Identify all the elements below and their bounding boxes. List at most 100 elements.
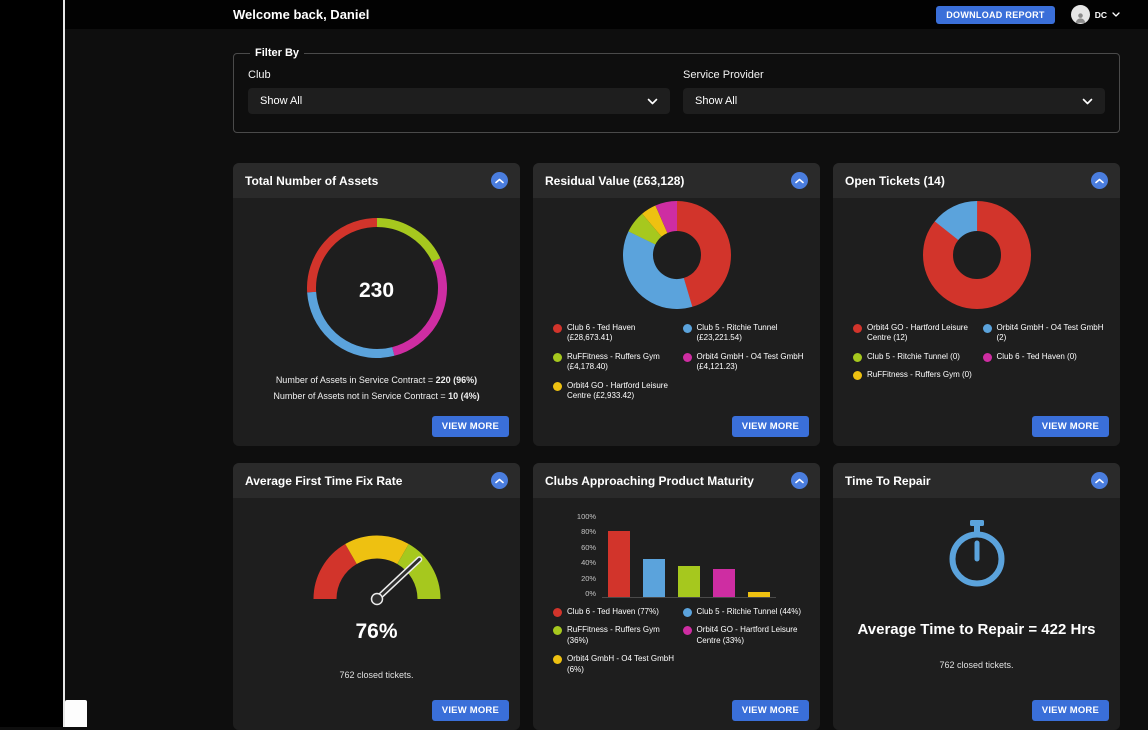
chevron-up-icon: [495, 178, 504, 184]
maturity-bar-chart: 100%80%60%40%20%0%: [577, 512, 776, 598]
legend-color-dot: [683, 324, 692, 333]
assets-stat-line: Number of Assets in Service Contract = 2…: [273, 373, 479, 389]
view-more-button[interactable]: VIEW MORE: [432, 416, 509, 437]
residual-legend: Club 6 - Ted Haven (£28,673.41) Club 5 - …: [533, 323, 820, 401]
y-axis: 100%80%60%40%20%0%: [577, 512, 602, 598]
legend-item: RuFFitness - Ruffers Gym (36%): [553, 625, 679, 646]
legend-item: Club 5 - Ritchie Tunnel (44%): [683, 607, 809, 617]
repair-headline: Average Time to Repair = 422 Hrs: [857, 621, 1095, 638]
legend-label: Orbit4 GmbH - O4 Test GmbH (2): [997, 323, 1109, 344]
legend-label: RuFFitness - Ruffers Gym (0): [867, 370, 972, 380]
legend-color-dot: [553, 353, 562, 362]
plot-area: [602, 512, 776, 598]
collapse-button[interactable]: [1091, 172, 1108, 189]
legend-item: Club 6 - Ted Haven (£28,673.41): [553, 323, 679, 344]
legend-label: Club 6 - Ted Haven (77%): [567, 607, 659, 617]
donut-svg: [923, 201, 1031, 309]
legend-label: Club 5 - Ritchie Tunnel (44%): [697, 607, 802, 617]
y-axis-tick: 60%: [581, 543, 596, 552]
user-menu[interactable]: DC: [1071, 5, 1120, 24]
collapse-button[interactable]: [491, 172, 508, 189]
view-more-button[interactable]: VIEW MORE: [432, 700, 509, 721]
tickets-legend: Orbit4 GO - Hartford Leisure Centre (12)…: [833, 323, 1120, 381]
legend-label: Club 6 - Ted Haven (£28,673.41): [567, 323, 679, 344]
card-total-assets: Total Number of Assets 230 Number of Ass…: [233, 163, 520, 446]
card-time-to-repair: Time To Repair Average Time to Re: [833, 463, 1120, 730]
y-axis-tick: 20%: [581, 574, 596, 583]
bar: [713, 569, 735, 597]
assets-total-value: 230: [307, 218, 447, 363]
card-first-time-fix-rate: Average First Time Fix Rate 76% 762 clos…: [233, 463, 520, 730]
legend-label: Club 5 - Ritchie Tunnel (0): [867, 352, 960, 362]
filter-legend: Filter By: [250, 47, 304, 59]
legend-item: Club 5 - Ritchie Tunnel (£23,221.54): [683, 323, 809, 344]
fix-rate-gauge-chart: [297, 511, 457, 614]
club-label: Club: [248, 69, 670, 81]
legend-item: Orbit4 GO - Hartford Leisure Centre (12): [853, 323, 979, 344]
download-report-button[interactable]: DOWNLOAD REPORT: [936, 6, 1055, 24]
gauge-svg: [297, 511, 457, 609]
service-provider-select-value: Show All: [695, 95, 737, 107]
legend-color-dot: [853, 324, 862, 333]
card-title: Clubs Approaching Product Maturity: [545, 474, 754, 488]
y-axis-tick: 0%: [585, 589, 596, 598]
legend-item: Club 6 - Ted Haven (77%): [553, 607, 679, 617]
collapse-button[interactable]: [491, 472, 508, 489]
stopwatch-icon: [945, 520, 1009, 593]
legend-label: Orbit4 GO - Hartford Leisure Centre (33%…: [697, 625, 809, 646]
legend-color-dot: [853, 371, 862, 380]
user-initials: DC: [1095, 10, 1107, 20]
legend-item: Club 5 - Ritchie Tunnel (0): [853, 352, 979, 362]
legend-item: Club 6 - Ted Haven (0): [983, 352, 1109, 362]
collapse-button[interactable]: [791, 472, 808, 489]
legend-label: Orbit4 GmbH - O4 Test GmbH (6%): [567, 654, 679, 675]
legend-color-dot: [553, 324, 562, 333]
legend-label: Club 5 - Ritchie Tunnel (£23,221.54): [697, 323, 809, 344]
legend-color-dot: [983, 324, 992, 333]
service-provider-label: Service Provider: [683, 69, 1105, 81]
card-title: Residual Value (£63,128): [545, 174, 684, 188]
legend-item: Orbit4 GmbH - O4 Test GmbH (6%): [553, 654, 679, 675]
fix-rate-value: 76%: [355, 620, 397, 644]
chevron-down-icon: [1082, 98, 1093, 105]
legend-label: RuFFitness - Ruffers Gym (£4,178.40): [567, 352, 679, 373]
legend-color-dot: [553, 655, 562, 664]
main-area: Welcome back, Daniel DOWNLOAD REPORT DC …: [65, 0, 1148, 727]
card-title: Time To Repair: [845, 474, 931, 488]
chevron-up-icon: [795, 178, 804, 184]
club-select[interactable]: Show All: [248, 88, 670, 114]
chevron-down-icon: [1112, 12, 1120, 17]
person-icon: [1074, 11, 1087, 24]
card-product-maturity: Clubs Approaching Product Maturity 100%8…: [533, 463, 820, 730]
legend-color-dot: [553, 626, 562, 635]
legend-label: Orbit4 GO - Hartford Leisure Centre (£2,…: [567, 381, 679, 402]
y-axis-tick: 40%: [581, 558, 596, 567]
collapse-button[interactable]: [1091, 472, 1108, 489]
closed-tickets-note: 762 closed tickets.: [939, 660, 1013, 670]
legend-label: Orbit4 GmbH - O4 Test GmbH (£4,121.23): [697, 352, 809, 373]
welcome-heading: Welcome back, Daniel: [233, 7, 369, 22]
residual-donut-chart: [623, 201, 731, 314]
legend-item: RuFFitness - Ruffers Gym (£4,178.40): [553, 352, 679, 373]
top-bar: Welcome back, Daniel DOWNLOAD REPORT DC: [65, 0, 1148, 29]
legend-color-dot: [683, 626, 692, 635]
view-more-button[interactable]: VIEW MORE: [1032, 700, 1109, 721]
legend-color-dot: [553, 608, 562, 617]
card-title: Open Tickets (14): [845, 174, 945, 188]
chevron-up-icon: [1095, 478, 1104, 484]
assets-stat-line: Number of Assets not in Service Contract…: [273, 389, 479, 405]
chevron-down-icon: [647, 98, 658, 105]
legend-item: Orbit4 GmbH - O4 Test GmbH (£4,121.23): [683, 352, 809, 373]
bar: [678, 566, 700, 597]
legend-color-dot: [853, 353, 862, 362]
collapse-button[interactable]: [791, 172, 808, 189]
view-more-button[interactable]: VIEW MORE: [732, 700, 809, 721]
bar: [643, 559, 665, 597]
view-more-button[interactable]: VIEW MORE: [1032, 416, 1109, 437]
view-more-button[interactable]: VIEW MORE: [732, 416, 809, 437]
service-provider-select[interactable]: Show All: [683, 88, 1105, 114]
card-residual-value: Residual Value (£63,128) Club 6 - Ted Ha…: [533, 163, 820, 446]
legend-item: RuFFitness - Ruffers Gym (0): [853, 370, 979, 380]
avatar: [1071, 5, 1090, 24]
legend-item: Orbit4 GO - Hartford Leisure Centre (33%…: [683, 625, 809, 646]
